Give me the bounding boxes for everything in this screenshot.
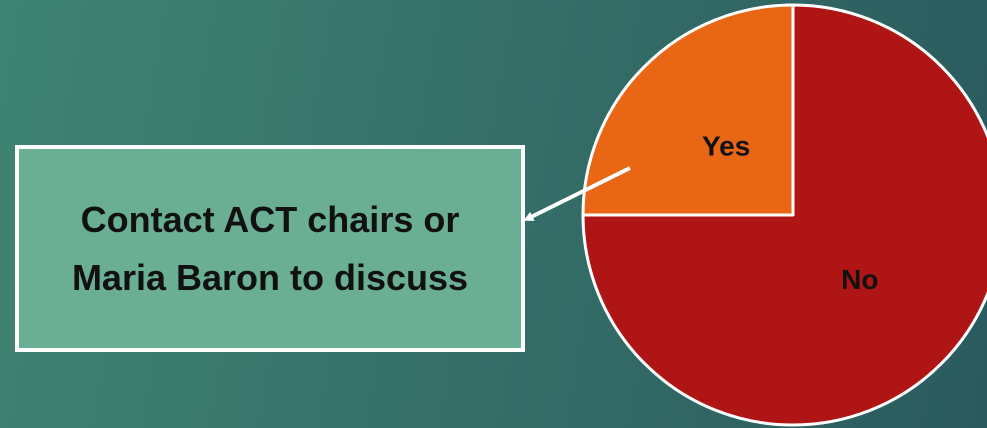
slice-label: No [841,264,878,295]
pie-slice [581,3,795,217]
callout-arrow [523,166,631,221]
pie: Yes No [581,3,987,427]
pie-slice [581,3,987,427]
slice-label: Yes [702,131,750,162]
callout-box: Contact ACT chairs or Maria Baron to dis… [15,145,525,352]
callout-text: Contact ACT chairs or Maria Baron to dis… [71,198,469,298]
